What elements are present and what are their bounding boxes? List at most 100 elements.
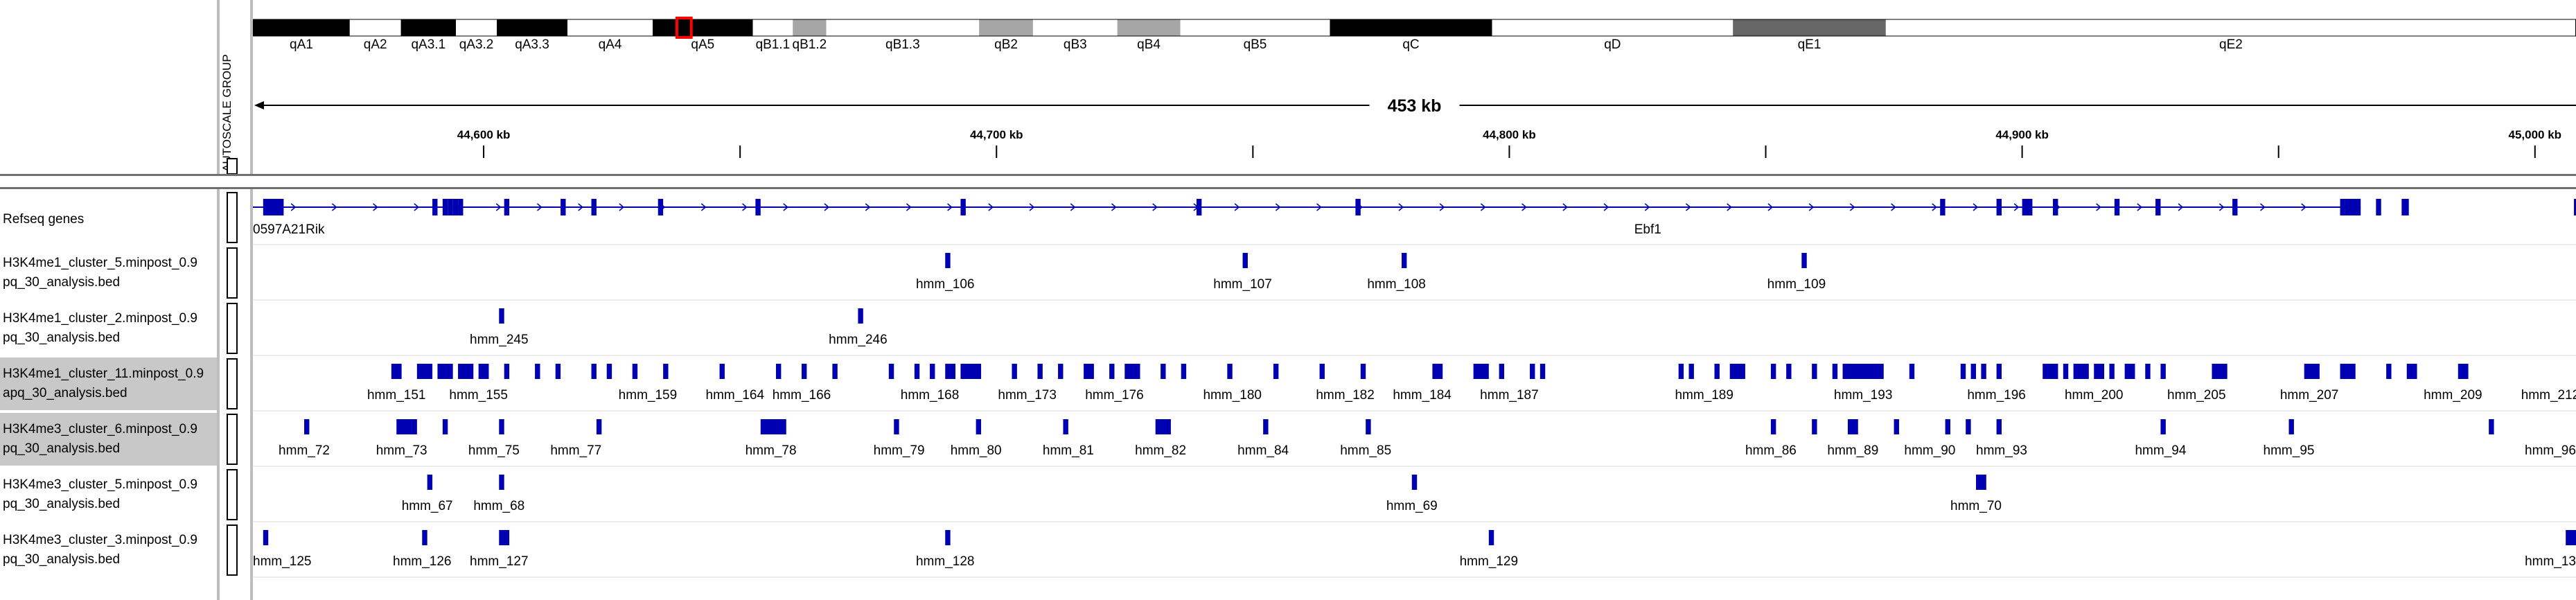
- track-5[interactable]: hmm_67 hmm_68 hmm_69 hmm_70: [402, 475, 2002, 513]
- bed-feature[interactable]: [2212, 364, 2227, 379]
- ideogram-band[interactable]: [400, 19, 457, 36]
- bed-feature[interactable]: [596, 419, 602, 434]
- bed-feature[interactable]: [499, 530, 510, 545]
- bed-feature[interactable]: [1360, 364, 1366, 379]
- gene-exon[interactable]: [432, 199, 438, 215]
- bed-feature[interactable]: [499, 308, 504, 324]
- bed-feature[interactable]: [1966, 419, 1971, 434]
- gene-exon[interactable]: [2155, 199, 2161, 215]
- data-panel[interactable]: qA1 qA2 qA3.1 qA3.2 qA3.3 qA4 qA5 qB1.1 qB1.2 qB1…: [253, 0, 2576, 600]
- bed-feature[interactable]: [263, 530, 269, 545]
- bed-feature[interactable]: [499, 475, 504, 490]
- bed-feature[interactable]: [832, 364, 838, 379]
- bed-feature[interactable]: [945, 530, 951, 545]
- bed-feature[interactable]: [1714, 364, 1720, 379]
- bed-feature[interactable]: [1801, 253, 1807, 268]
- ideogram-band[interactable]: [497, 19, 567, 36]
- bed-feature[interactable]: [1540, 364, 1546, 379]
- ideogram-band[interactable]: [826, 19, 980, 36]
- bed-feature[interactable]: [2109, 364, 2115, 379]
- bed-feature[interactable]: [1770, 419, 1776, 434]
- ideogram-band[interactable]: [253, 19, 350, 36]
- gene-exon[interactable]: [658, 199, 664, 215]
- ideogram-band[interactable]: [1032, 19, 1118, 36]
- gene-exon[interactable]: [452, 199, 459, 215]
- bed-feature[interactable]: [427, 475, 433, 490]
- bed-feature[interactable]: [1909, 364, 1915, 379]
- gene-exon[interactable]: [2404, 199, 2409, 215]
- gene-exon[interactable]: [2340, 199, 2345, 215]
- bed-feature[interactable]: [1996, 364, 2002, 379]
- gene-exon[interactable]: [2401, 199, 2407, 215]
- bed-feature[interactable]: [2160, 419, 2166, 434]
- bed-feature[interactable]: [2304, 364, 2320, 379]
- bed-feature[interactable]: [1499, 364, 1505, 379]
- attribute-header-box[interactable]: [227, 158, 238, 175]
- bed-feature[interactable]: [2094, 364, 2105, 379]
- bed-feature[interactable]: [632, 364, 638, 379]
- track-4[interactable]: hmm_72 hmm_73 hmm_75 hmm_77 hmm_78 hmm_79 hmm_…: [279, 419, 2576, 458]
- ideogram-band[interactable]: [1180, 19, 1330, 36]
- ideogram-band[interactable]: [1885, 19, 2576, 36]
- panel-divider[interactable]: [217, 0, 220, 600]
- bed-feature[interactable]: [1263, 419, 1269, 434]
- ideogram-band[interactable]: [653, 19, 753, 36]
- bed-feature[interactable]: [2386, 364, 2392, 379]
- bed-feature[interactable]: [858, 308, 863, 324]
- track-1[interactable]: hmm_106 hmm_107 hmm_108 hmm_109: [916, 253, 1826, 292]
- bed-feature[interactable]: [2288, 419, 2294, 434]
- track-0[interactable]: 0597A21Rik Ebf1: [253, 199, 2576, 237]
- bed-feature[interactable]: [1401, 253, 1407, 268]
- bed-feature[interactable]: [2043, 364, 2058, 379]
- attribute-cell[interactable]: [227, 247, 238, 299]
- bed-feature[interactable]: [2340, 364, 2356, 379]
- bed-feature[interactable]: [1432, 364, 1443, 379]
- bed-feature[interactable]: [1155, 419, 1166, 434]
- bed-feature[interactable]: [391, 364, 402, 379]
- bed-feature[interactable]: [960, 364, 982, 379]
- current-region-marker[interactable]: [675, 17, 693, 39]
- bed-feature[interactable]: [1996, 419, 2002, 434]
- bed-feature[interactable]: [1124, 364, 1140, 379]
- bed-feature[interactable]: [422, 530, 427, 545]
- bed-feature[interactable]: [663, 364, 669, 379]
- gene-exon[interactable]: [591, 199, 597, 215]
- attribute-cell[interactable]: [227, 358, 238, 409]
- ideogram-band[interactable]: [349, 19, 401, 36]
- attribute-cell[interactable]: [227, 414, 238, 465]
- attribute-cell[interactable]: [227, 524, 238, 576]
- attribute-cell[interactable]: [227, 192, 238, 243]
- gene-exon[interactable]: [442, 199, 448, 215]
- bed-feature[interactable]: [945, 253, 951, 268]
- bed-feature[interactable]: [719, 364, 725, 379]
- gene-exon-thick[interactable]: [2345, 199, 2361, 215]
- bed-feature[interactable]: [1161, 364, 1166, 379]
- bed-feature[interactable]: [1530, 364, 1535, 379]
- bed-feature[interactable]: [2073, 364, 2089, 379]
- bed-feature[interactable]: [2458, 364, 2469, 379]
- bed-feature[interactable]: [1227, 364, 1233, 379]
- attribute-cell[interactable]: [227, 303, 238, 354]
- bed-feature[interactable]: [1960, 364, 1966, 379]
- ruler[interactable]: 453 kb 44,600 kb 44,700 kb 44,800 kb 44,900 …: [254, 94, 2576, 158]
- ideogram-band[interactable]: [1330, 19, 1492, 36]
- gene-exon[interactable]: [2022, 199, 2028, 215]
- bed-feature[interactable]: [1688, 364, 1694, 379]
- ideogram-band[interactable]: [567, 19, 653, 36]
- bed-feature[interactable]: [442, 419, 448, 434]
- bed-feature[interactable]: [894, 419, 899, 434]
- gene-exon[interactable]: [2053, 199, 2058, 215]
- ideogram-band[interactable]: [752, 19, 793, 36]
- bed-feature[interactable]: [606, 364, 612, 379]
- bed-feature[interactable]: [2145, 364, 2151, 379]
- gene-exon[interactable]: [2027, 199, 2033, 215]
- bed-feature[interactable]: [1894, 419, 1899, 434]
- panel-divider[interactable]: [250, 0, 253, 600]
- bed-feature[interactable]: [1847, 419, 1858, 434]
- bed-feature[interactable]: [1981, 364, 1986, 379]
- ideogram-band[interactable]: [1117, 19, 1181, 36]
- bed-feature[interactable]: [888, 364, 894, 379]
- gene-exon[interactable]: [2114, 199, 2120, 215]
- bed-feature[interactable]: [591, 364, 597, 379]
- bed-feature[interactable]: [1411, 475, 1418, 490]
